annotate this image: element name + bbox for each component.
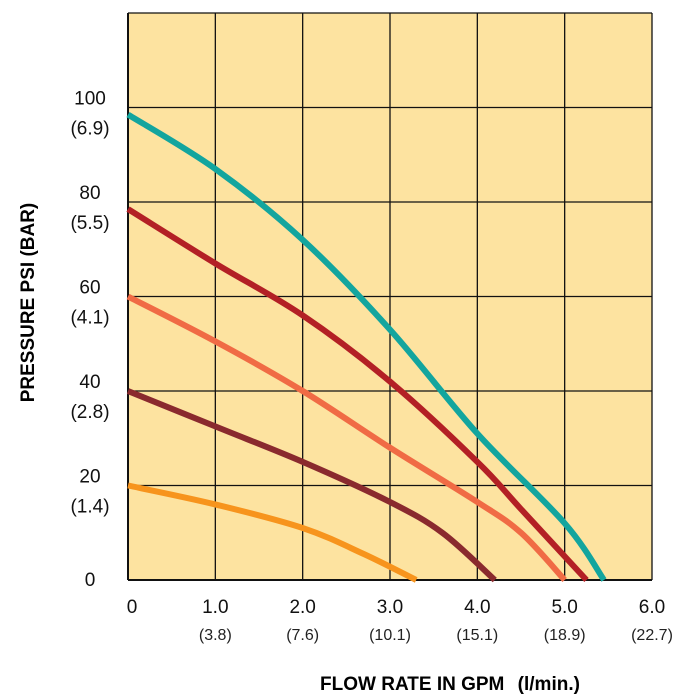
y-tick-label: 0 <box>85 570 96 591</box>
series-line-4 <box>126 388 497 583</box>
series-line-5 <box>127 482 418 583</box>
y-tick-labels: 0 20 (1.4) 40 (2.8) 60 (4.1) 80 (5.5) 100 (6.9) <box>70 89 109 592</box>
y-tick-sublabel: (2.8) <box>70 402 109 423</box>
x-tick-label: 5.0 <box>551 597 577 618</box>
x-tick-sublabel: (3.8) <box>199 627 232 644</box>
x-axis-title-unit: (l/min.) <box>518 674 580 695</box>
y-tick-label: 100 <box>74 89 106 110</box>
x-tick-sublabel: (18.9) <box>544 627 586 644</box>
series-lines <box>126 112 607 583</box>
y-tick-sublabel: (5.5) <box>70 213 109 234</box>
y-tick-label: 80 <box>79 183 100 204</box>
y-tick-sublabel: (4.1) <box>70 308 109 329</box>
x-tick-label: 2.0 <box>289 597 315 618</box>
x-tick-label: 0 <box>127 597 138 618</box>
series-line-1 <box>126 112 607 582</box>
x-tick-sublabel: (10.1) <box>369 627 411 644</box>
x-axis-title-text: FLOW RATE IN GPM <box>320 674 504 695</box>
y-tick-sublabel: (1.4) <box>70 497 109 518</box>
x-tick-label: 6.0 <box>639 597 665 618</box>
grid-lines <box>127 12 653 581</box>
x-tick-sublabel: (7.6) <box>286 627 319 644</box>
y-axis-title: PRESSURE PSI (BAR) <box>18 203 39 403</box>
x-tick-labels: 0 1.0 (3.8) 2.0 (7.6) 3.0 (10.1) 4.0 (15.1) 5.0 (1… <box>127 597 673 644</box>
y-tick-label: 40 <box>79 372 100 393</box>
x-tick-sublabel: (22.7) <box>631 627 673 644</box>
x-tick-label: 3.0 <box>377 597 403 618</box>
series-line-2 <box>126 206 589 583</box>
y-tick-sublabel: (6.9) <box>70 119 109 140</box>
x-axis-title: FLOW RATE IN GPM (l/min.) <box>320 674 580 695</box>
y-tick-label: 60 <box>79 278 100 299</box>
x-tick-sublabel: (15.1) <box>456 627 498 644</box>
y-tick-label: 20 <box>79 467 100 488</box>
series-line-3 <box>126 293 567 583</box>
x-tick-label: 1.0 <box>202 597 228 618</box>
x-tick-label: 4.0 <box>464 597 490 618</box>
